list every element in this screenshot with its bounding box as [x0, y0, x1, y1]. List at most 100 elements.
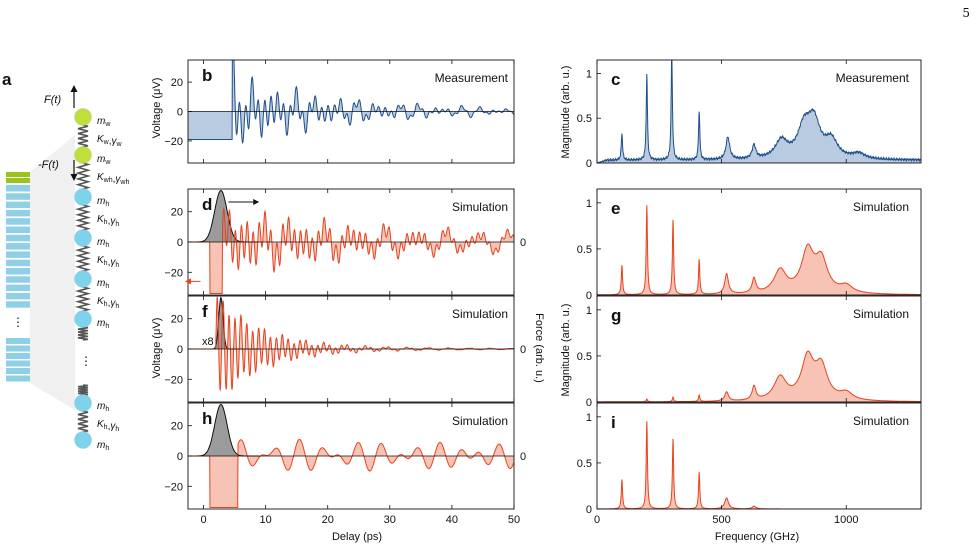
ytick-label-i: 1 [586, 412, 592, 424]
plot-area-i [597, 421, 921, 509]
panel-label-h: h [202, 409, 212, 428]
signal-line-b [188, 60, 514, 145]
panel-title-d: Simulation [452, 200, 508, 214]
mass-w [74, 108, 92, 126]
ytick-label-g: 0.5 [577, 351, 592, 363]
ytick-label-i: 0 [586, 504, 592, 516]
xlabel-delay: Delay (ps) [332, 531, 382, 543]
spectrum-line-c [597, 60, 921, 163]
layer-w [6, 178, 30, 183]
spring [77, 384, 89, 396]
panel-c: 0 0.5 1 c Measurement [577, 59, 922, 170]
panel-i: 0 0.5 1 0 500 1000 i Simulation [577, 402, 922, 526]
ytick-label-c: 0.5 [577, 113, 592, 125]
right-tick-label-h: 0 [520, 451, 526, 463]
signal-fill-b [188, 60, 514, 143]
panel-d: −20 0 20 0 d Simulation [164, 188, 526, 296]
ytick-label-f: 0 [177, 344, 183, 356]
force-pulse-f [188, 297, 260, 349]
spring [74, 286, 92, 312]
layer-h [6, 368, 30, 374]
spring [77, 124, 89, 148]
zoom-wedge [30, 135, 75, 410]
mass-h [74, 310, 92, 328]
plot-area-h [188, 403, 514, 508]
layer-h [6, 268, 30, 275]
layer-h [6, 353, 30, 359]
layer-h [6, 218, 30, 225]
xtick-label-h: 20 [322, 514, 334, 526]
time-domain-panels: −20 0 20 b Measurement −20 0 20 0 d Simulation −20 0… [164, 59, 526, 526]
ytick-label-b: 0 [177, 107, 183, 119]
ylabel-b: Voltage (μV) [151, 78, 163, 139]
mass-h [74, 431, 92, 449]
layer-w [6, 172, 30, 177]
ytick-label-f: 20 [171, 314, 183, 326]
plot-area-f [188, 296, 514, 392]
layer-h [6, 284, 30, 292]
panel-label-g: g [611, 306, 621, 325]
ytick-label-g: 0 [586, 397, 592, 409]
spring [75, 204, 91, 231]
panel-title-h: Simulation [452, 414, 508, 428]
plot-area-b [188, 60, 514, 145]
layer-h [6, 234, 30, 242]
mass-h [74, 188, 92, 206]
mass-spring-chain: ⋮ mw Kw,γw mw Kwh,γwh mh Kh,γh mh Kh,γh mh Kh,γh mh… [70, 85, 129, 452]
xtick-label-i: 1000 [834, 514, 858, 526]
layer-h [6, 345, 30, 352]
xlabel-frequency: Frequency (GHz) [715, 531, 799, 543]
ytick-label-h: −20 [164, 481, 183, 493]
chain-label: Kh,γh [97, 419, 119, 433]
ylabel-g: Magnitude (arb. u.) [560, 304, 572, 397]
panel-e: 0 0.5 1 e Simulation [577, 188, 922, 302]
plot-area-e [597, 205, 921, 295]
panel-g: 0 0.5 1 g Simulation [577, 295, 922, 409]
panel-title-f: Simulation [452, 307, 508, 321]
plot-area-c [597, 60, 921, 163]
chain-label: mh [97, 318, 109, 330]
chain-label: Kw,γw [97, 134, 123, 148]
signal-fill-d [188, 208, 514, 294]
ytick-label-b: 20 [171, 77, 183, 89]
panel-label-c: c [611, 70, 620, 89]
xtick-label-i: 0 [594, 514, 600, 526]
force-bottom-label: -F(t) [38, 159, 59, 171]
chain-label: Kh,γh [97, 214, 119, 228]
xtick-label-h: 40 [446, 514, 458, 526]
frame-c [596, 59, 922, 164]
chain-label: mh [97, 278, 109, 290]
spectrum-fill-g [597, 351, 921, 402]
ytick-label-g: 1 [586, 305, 592, 317]
panel-title-e: Simulation [853, 200, 909, 214]
force-pulse-h [188, 404, 260, 456]
signal-line-h [188, 439, 514, 508]
ylabel-c: Magnitude (arb. u.) [560, 66, 572, 159]
layer-h [6, 375, 30, 382]
ylabel-f: Voltage (μV) [151, 318, 163, 379]
ytick-label-e: 1 [586, 198, 592, 210]
chain-label: mw [97, 116, 111, 128]
chain-label: Kh,γh [97, 296, 119, 310]
panel-f: −20 0 20 0 f Simulation x8 [164, 295, 526, 403]
panel-label-f: f [202, 302, 208, 321]
ytick-label-e: 0.5 [577, 244, 592, 256]
ytick-label-d: 0 [177, 237, 183, 249]
layer-ellipsis: ⋮ [12, 315, 24, 329]
layer-h [6, 185, 30, 192]
force-pulse-d [188, 190, 260, 242]
force-label: Force (arb. u.) [533, 313, 545, 383]
signal-line-f [188, 296, 514, 392]
panel-label-d: d [202, 195, 212, 214]
ytick-label-d: −20 [164, 267, 183, 279]
ytick-label-f: −20 [164, 374, 183, 386]
panel-label-i: i [611, 413, 616, 432]
panel-label-a: a [2, 70, 12, 89]
force-arrow-up-head [70, 85, 78, 92]
ytick-label-d: 20 [171, 207, 183, 219]
spectrum-line-g [597, 350, 921, 402]
spring [77, 410, 89, 433]
spectrum-line-i [597, 421, 921, 509]
frame-g [596, 295, 922, 403]
